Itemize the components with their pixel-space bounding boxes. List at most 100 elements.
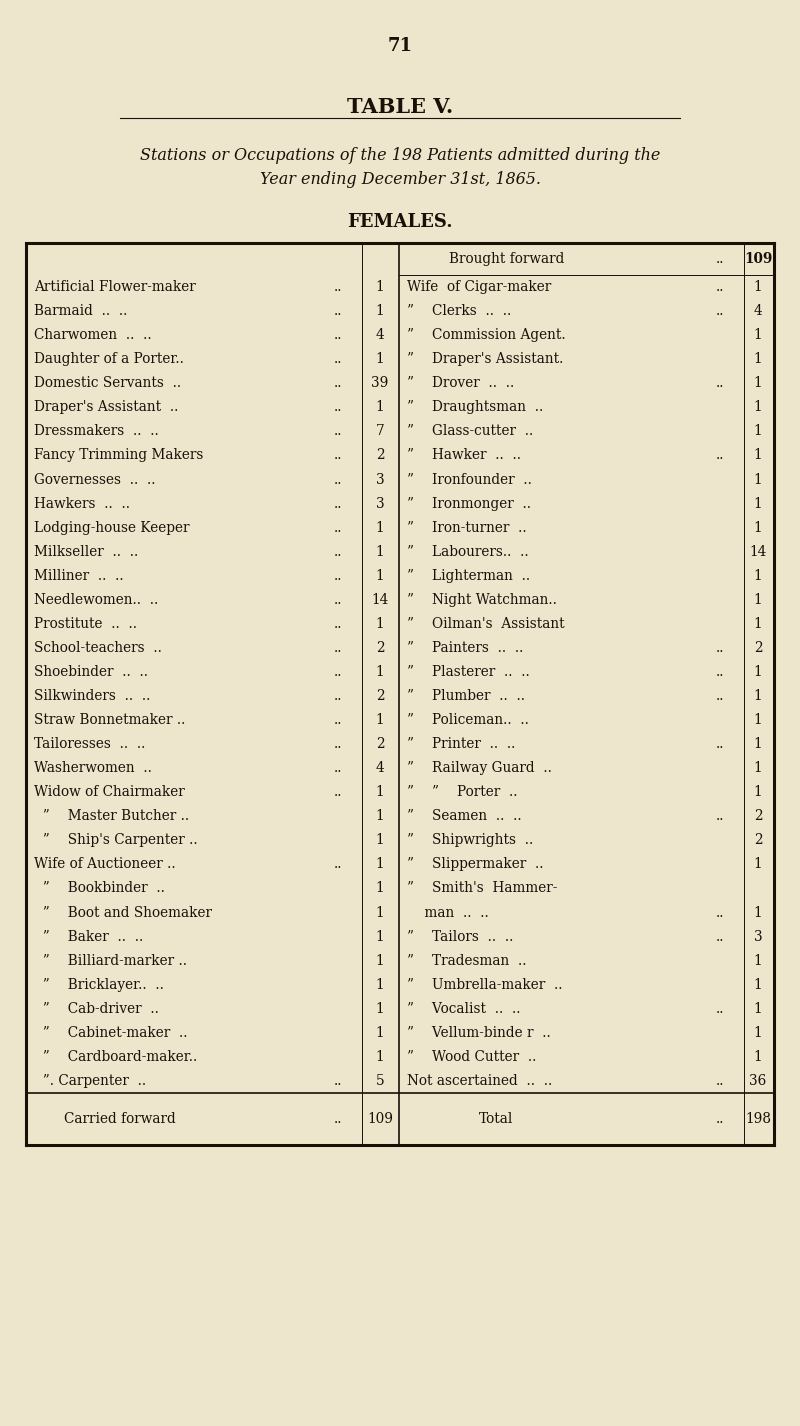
Text: ”  Billiard-marker ..: ” Billiard-marker .. [34, 954, 187, 968]
Text: 1: 1 [754, 906, 762, 920]
Text: ..: .. [716, 252, 724, 267]
Text: Brought forward: Brought forward [449, 252, 564, 267]
Text: ..: .. [716, 279, 724, 294]
Text: 2: 2 [754, 810, 762, 823]
Text: ..: .. [334, 545, 342, 559]
Text: ”  Plasterer  ..  ..: ” Plasterer .. .. [407, 665, 530, 679]
Text: 14: 14 [371, 593, 389, 607]
Text: ..: .. [334, 448, 342, 462]
Text: Year ending December 31st, 1865.: Year ending December 31st, 1865. [259, 171, 541, 188]
Text: Tailoresses  ..  ..: Tailoresses .. .. [34, 737, 146, 752]
Text: ”  ”  Porter  ..: ” ” Porter .. [407, 786, 518, 799]
Text: 1: 1 [754, 954, 762, 968]
Text: 1: 1 [376, 1025, 384, 1040]
Text: ”  Clerks  ..  ..: ” Clerks .. .. [407, 304, 511, 318]
Text: Washerwomen  ..: Washerwomen .. [34, 761, 152, 776]
Text: ..: .. [334, 279, 342, 294]
Text: ”  Bookbinder  ..: ” Bookbinder .. [34, 881, 165, 896]
Text: 1: 1 [376, 279, 384, 294]
Text: 1: 1 [754, 279, 762, 294]
Text: ..: .. [334, 1112, 342, 1127]
Text: 4: 4 [754, 304, 762, 318]
Text: 3: 3 [754, 930, 762, 944]
Text: ”  Vocalist  ..  ..: ” Vocalist .. .. [407, 1002, 521, 1015]
Text: Wife  of Cigar-maker: Wife of Cigar-maker [407, 279, 551, 294]
Text: Stations or Occupations of the 198 Patients admitted during the: Stations or Occupations of the 198 Patie… [140, 147, 660, 164]
Text: Lodging-house Keeper: Lodging-house Keeper [34, 520, 190, 535]
Text: ..: .. [716, 1002, 724, 1015]
Text: 109: 109 [744, 252, 772, 267]
Text: Dressmakers  ..  ..: Dressmakers .. .. [34, 425, 158, 438]
Text: ..: .. [334, 737, 342, 752]
Text: 198: 198 [745, 1112, 771, 1127]
Text: 7: 7 [376, 425, 384, 438]
Text: Milkseller  ..  ..: Milkseller .. .. [34, 545, 138, 559]
Text: ”  Ironfounder  ..: ” Ironfounder .. [407, 472, 532, 486]
Text: 1: 1 [754, 472, 762, 486]
Text: ..: .. [716, 906, 724, 920]
Text: ..: .. [716, 737, 724, 752]
Text: 1: 1 [376, 569, 384, 583]
Text: 2: 2 [376, 640, 384, 655]
Text: ”  Painters  ..  ..: ” Painters .. .. [407, 640, 523, 655]
Text: Prostitute  ..  ..: Prostitute .. .. [34, 617, 137, 630]
Text: ”  Baker  ..  ..: ” Baker .. .. [34, 930, 143, 944]
Text: Fancy Trimming Makers: Fancy Trimming Makers [34, 448, 203, 462]
Text: 1: 1 [754, 857, 762, 871]
Text: 2: 2 [376, 448, 384, 462]
Text: 39: 39 [371, 376, 389, 391]
Text: 1: 1 [376, 520, 384, 535]
Text: ”  Wood Cutter  ..: ” Wood Cutter .. [407, 1050, 536, 1064]
Text: ..: .. [334, 786, 342, 799]
Text: ”. Carpenter  ..: ”. Carpenter .. [34, 1074, 146, 1088]
Text: 1: 1 [754, 352, 762, 366]
Text: ”  Drover  ..  ..: ” Drover .. .. [407, 376, 514, 391]
Text: ..: .. [716, 1112, 724, 1127]
Text: 1: 1 [376, 304, 384, 318]
Text: ”  Ironmonger  ..: ” Ironmonger .. [407, 496, 531, 511]
Text: 2: 2 [376, 737, 384, 752]
Text: 1: 1 [754, 496, 762, 511]
Text: 1: 1 [376, 713, 384, 727]
Text: 1: 1 [376, 978, 384, 991]
Text: 1: 1 [376, 810, 384, 823]
Text: ..: .. [334, 569, 342, 583]
Text: 1: 1 [754, 448, 762, 462]
Text: 1: 1 [754, 665, 762, 679]
Text: Charwomen  ..  ..: Charwomen .. .. [34, 328, 152, 342]
Text: ”  Railway Guard  ..: ” Railway Guard .. [407, 761, 552, 776]
Text: ..: .. [334, 401, 342, 415]
Text: Domestic Servants  ..: Domestic Servants .. [34, 376, 181, 391]
Text: man  ..  ..: man .. .. [407, 906, 489, 920]
Text: ”  Commission Agent.: ” Commission Agent. [407, 328, 566, 342]
Text: Straw Bonnetmaker ..: Straw Bonnetmaker .. [34, 713, 186, 727]
Text: 1: 1 [754, 401, 762, 415]
Text: ”  Ship's Carpenter ..: ” Ship's Carpenter .. [34, 833, 198, 847]
Text: ..: .. [334, 857, 342, 871]
Text: ”  Cabinet-maker  ..: ” Cabinet-maker .. [34, 1025, 187, 1040]
Text: Not ascertained  ..  ..: Not ascertained .. .. [407, 1074, 552, 1088]
Text: Daughter of a Porter..: Daughter of a Porter.. [34, 352, 184, 366]
Text: Needlewomen..  ..: Needlewomen.. .. [34, 593, 158, 607]
Text: 1: 1 [376, 954, 384, 968]
Text: 1: 1 [376, 352, 384, 366]
Text: ..: .. [334, 520, 342, 535]
Text: ..: .. [334, 713, 342, 727]
Text: 1: 1 [376, 881, 384, 896]
Text: ”  Oilman's  Assistant: ” Oilman's Assistant [407, 617, 565, 630]
Text: ”  Slippermaker  ..: ” Slippermaker .. [407, 857, 543, 871]
Text: ”  Boot and Shoemaker: ” Boot and Shoemaker [34, 906, 212, 920]
Text: 109: 109 [367, 1112, 393, 1127]
Text: 1: 1 [376, 1002, 384, 1015]
Text: Silkwinders  ..  ..: Silkwinders .. .. [34, 689, 150, 703]
Text: 4: 4 [376, 761, 384, 776]
Text: ..: .. [334, 617, 342, 630]
Text: 1: 1 [376, 401, 384, 415]
Text: 1: 1 [376, 545, 384, 559]
Text: Barmaid  ..  ..: Barmaid .. .. [34, 304, 127, 318]
Text: 2: 2 [754, 640, 762, 655]
Text: 36: 36 [750, 1074, 766, 1088]
Text: 3: 3 [376, 472, 384, 486]
Text: 1: 1 [754, 689, 762, 703]
Text: ..: .. [334, 472, 342, 486]
